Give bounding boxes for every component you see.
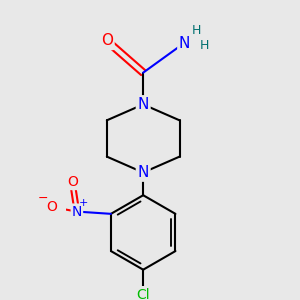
Text: N: N (72, 205, 82, 219)
Text: O: O (46, 200, 57, 214)
Text: −: − (38, 192, 48, 206)
Text: +: + (79, 198, 88, 208)
Text: O: O (67, 175, 78, 189)
Text: Cl: Cl (136, 288, 150, 300)
Text: O: O (101, 33, 113, 48)
Text: N: N (137, 97, 149, 112)
Text: N: N (178, 36, 190, 51)
Text: H: H (192, 24, 202, 37)
Text: H: H (200, 39, 209, 52)
Text: N: N (137, 165, 149, 180)
